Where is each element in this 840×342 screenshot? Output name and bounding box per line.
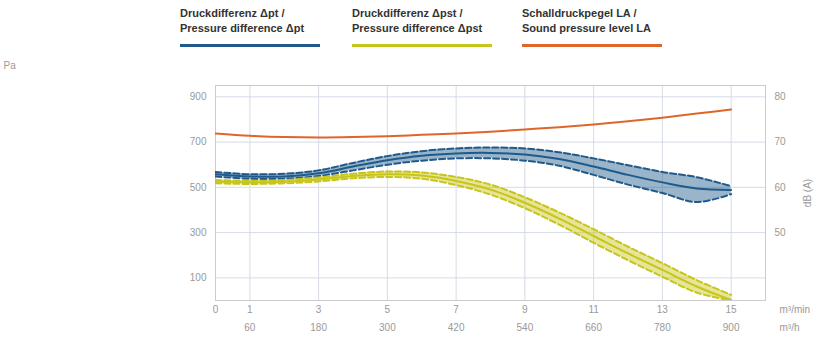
html-text:Pressure difference Δpt: Pressure difference Δpt <box>180 22 305 34</box>
html-text:Druckdifferenz Δpt /: Druckdifferenz Δpt / <box>180 7 285 19</box>
svg-text:700: 700 <box>190 136 207 147</box>
svg-text:7: 7 <box>453 304 459 315</box>
svg-text:9: 9 <box>522 304 528 315</box>
svg-text:100: 100 <box>190 272 207 283</box>
svg-text:180: 180 <box>310 322 327 333</box>
svg-text:m³/min: m³/min <box>780 304 811 315</box>
svg-text:11: 11 <box>588 304 599 315</box>
svg-text:900: 900 <box>723 322 740 333</box>
svg-text:300: 300 <box>190 227 207 238</box>
svg-text:540: 540 <box>517 322 534 333</box>
svg-text:660: 660 <box>585 322 602 333</box>
svg-text:900: 900 <box>190 91 207 102</box>
svg-text:60: 60 <box>775 182 787 193</box>
svg-text:420: 420 <box>448 322 465 333</box>
svg-text:0: 0 <box>213 304 219 315</box>
svg-text:70: 70 <box>775 136 787 147</box>
html-text:Druckdifferenz Δpst /: Druckdifferenz Δpst / <box>352 7 463 19</box>
svg-text:300: 300 <box>379 322 396 333</box>
svg-text:780: 780 <box>654 322 671 333</box>
svg-text:500: 500 <box>190 182 207 193</box>
html-text:Schalldruckpegel LA /: Schalldruckpegel LA / <box>522 7 637 19</box>
svg-text:1: 1 <box>247 304 253 315</box>
html-text:Sound pressure level LA: Sound pressure level LA <box>522 22 651 34</box>
svg-text:60: 60 <box>244 322 256 333</box>
svg-text:5: 5 <box>385 304 391 315</box>
html-text:Pressure difference Δpst: Pressure difference Δpst <box>352 22 483 34</box>
svg-text:3: 3 <box>316 304 322 315</box>
svg-text:m³/h: m³/h <box>780 322 800 333</box>
svg-text:Pa: Pa <box>4 60 17 71</box>
svg-text:50: 50 <box>775 227 787 238</box>
svg-text:13: 13 <box>657 304 669 315</box>
svg-text:dB (A): dB (A) <box>802 179 813 207</box>
svg-text:15: 15 <box>726 304 738 315</box>
svg-text:80: 80 <box>775 91 787 102</box>
